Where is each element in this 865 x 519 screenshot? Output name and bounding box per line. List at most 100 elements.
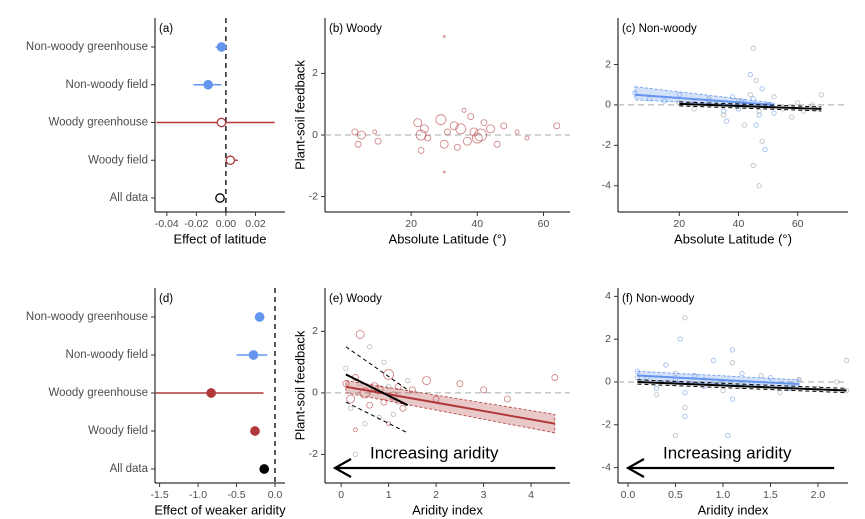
category-label: Woody greenhouse <box>48 387 148 399</box>
point <box>216 117 227 128</box>
y-tick-label: -2 <box>602 419 611 431</box>
point <box>789 114 795 120</box>
point <box>462 136 472 146</box>
y-tick-label: 0 <box>312 129 318 141</box>
point <box>677 336 683 342</box>
point <box>225 155 236 166</box>
point <box>486 124 495 134</box>
x-tick-label: 0.0 <box>621 489 636 501</box>
point <box>399 404 407 412</box>
point <box>771 94 777 100</box>
point <box>376 414 382 421</box>
point <box>663 362 669 368</box>
point <box>682 315 688 321</box>
point <box>759 138 765 144</box>
panel-title: (c) Non-woody <box>622 23 697 35</box>
point <box>444 128 451 136</box>
x-tick-label: 0.00 <box>216 218 237 230</box>
y-tick-label: 0 <box>312 387 318 399</box>
x-axis-label: Effect of latitude <box>174 231 267 246</box>
point <box>456 380 464 388</box>
point <box>762 146 768 153</box>
point <box>725 454 731 460</box>
point <box>834 379 840 385</box>
y-tick-label: 0 <box>605 99 611 111</box>
category-label: Non-woody greenhouse <box>26 41 148 53</box>
confidence-bound <box>679 101 822 108</box>
point <box>682 405 688 411</box>
fit-line <box>679 102 822 110</box>
point <box>362 420 368 427</box>
point <box>215 193 225 203</box>
point <box>682 413 688 419</box>
point <box>461 107 467 113</box>
point <box>771 110 777 116</box>
point <box>203 79 214 90</box>
point <box>676 92 682 98</box>
x-tick-label: 3 <box>481 489 487 501</box>
point <box>747 71 753 78</box>
x-tick-label: -0.5 <box>227 489 245 501</box>
point <box>480 386 488 394</box>
point <box>442 170 446 174</box>
annotation: Increasing aridity <box>663 443 792 462</box>
fit-line <box>637 380 847 392</box>
point <box>747 92 753 98</box>
category-label: Non-woody greenhouse <box>26 311 148 323</box>
point <box>750 162 756 169</box>
point <box>500 122 508 130</box>
category-label: Woody greenhouse <box>48 117 148 129</box>
point <box>720 387 726 394</box>
point <box>493 140 501 148</box>
point <box>422 376 432 386</box>
point <box>354 140 362 148</box>
point <box>471 132 483 144</box>
annotation: Increasing aridity <box>370 443 499 462</box>
y-axis-label: Plant-soil feedback <box>292 330 307 440</box>
x-tick-label: 0.0 <box>268 489 283 501</box>
point <box>710 357 717 364</box>
point <box>503 395 511 403</box>
point <box>455 123 467 135</box>
point <box>759 86 765 92</box>
point <box>800 108 807 114</box>
point <box>419 124 429 134</box>
point <box>404 377 411 384</box>
confidence-bound <box>345 346 408 391</box>
point <box>725 432 731 439</box>
confidence-bound <box>679 105 822 112</box>
panel: 20 40 60 Absolute Latitude (°) (b) Woody -2 0 2… <box>292 18 570 246</box>
y-tick-label: 4 <box>605 290 611 302</box>
x-axis-label: Absolute Latitude (°) <box>674 231 792 246</box>
point <box>729 347 736 353</box>
point <box>390 411 397 418</box>
point <box>721 112 727 118</box>
point <box>372 129 378 135</box>
y-tick-label: -2 <box>602 139 611 151</box>
point <box>417 146 425 154</box>
panel-title: (f) Non-woody <box>622 293 694 305</box>
point <box>248 350 259 360</box>
point <box>453 143 461 151</box>
x-tick-label: 40 <box>471 218 483 230</box>
panel: 0.0 0.5 1.0 1.5 2.0 Aridity index (f) Non-wood… <box>602 288 850 517</box>
point <box>653 392 660 398</box>
point <box>672 432 679 439</box>
point <box>259 464 270 474</box>
category-label: All data <box>110 463 149 475</box>
x-tick-label: -1.5 <box>151 489 169 501</box>
x-axis-label: Aridity index <box>412 502 483 517</box>
category-label: Woody field <box>88 154 148 166</box>
fit-line <box>634 93 775 106</box>
point <box>735 106 742 112</box>
point <box>467 113 475 120</box>
point <box>385 384 392 390</box>
x-tick-label: 20 <box>673 218 685 230</box>
y-tick-label: 2 <box>605 333 611 345</box>
y-tick-label: 2 <box>312 67 318 79</box>
point <box>750 96 756 102</box>
point <box>413 118 423 128</box>
point <box>355 329 365 339</box>
